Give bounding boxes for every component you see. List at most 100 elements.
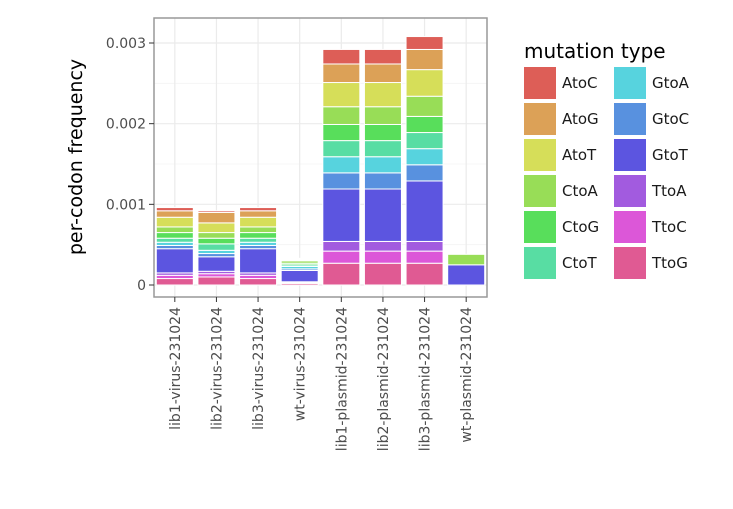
x-tick-label: wt-plasmid-231024	[459, 307, 475, 443]
legend-label-GtoC: GtoC	[652, 110, 689, 128]
bar-segment-GtoT	[280, 269, 319, 283]
x-tick-label: lib1-plasmid-231024	[334, 307, 350, 451]
bar-segment-TtoA	[322, 240, 361, 252]
bar-segment-AtoG	[197, 211, 236, 224]
legend-key-TtoC	[614, 211, 646, 243]
y-axis-title: per-codon frequency	[65, 59, 87, 255]
bar-segment-GtoT	[322, 188, 361, 242]
bar-segment-AtoG	[405, 48, 444, 71]
bar-segment-AtoC	[322, 48, 361, 65]
legend-label-CtoG: CtoG	[562, 218, 599, 236]
y-tick-label: 0	[137, 278, 146, 294]
bar-segment-AtoC	[239, 207, 278, 212]
bar-segment-CtoT	[322, 140, 361, 158]
bar-segment-AtoG	[239, 210, 278, 218]
y-tick-label: 0.003	[106, 36, 146, 52]
bar-segment-TtoC	[405, 250, 444, 264]
bar-segment-GtoT	[197, 256, 236, 272]
bar-segment-AtoC	[363, 48, 402, 65]
bar-segment-TtoG	[363, 262, 402, 286]
legend-label-TtoC: TtoC	[651, 218, 687, 236]
bar-segment-GtoC	[405, 164, 444, 182]
legend-key-AtoG	[524, 103, 556, 135]
x-tick-label: lib1-virus-231024	[168, 307, 184, 430]
bar-segment-AtoC	[155, 207, 194, 212]
legend-key-GtoA	[614, 67, 646, 99]
bar-segment-CtoA	[239, 226, 278, 234]
legend-key-AtoT	[524, 139, 556, 171]
bar-segment-TtoC	[363, 250, 402, 264]
bar-segment-TtoG	[239, 278, 278, 286]
bar-segment-GtoA	[363, 156, 402, 174]
bar-segment-CtoT	[239, 237, 278, 243]
bar-segment-TtoG	[155, 278, 194, 286]
bar-segment-AtoG	[155, 210, 194, 218]
legend-label-CtoA: CtoA	[562, 182, 599, 200]
bars-layer	[155, 36, 486, 286]
bar-segment-TtoG	[405, 262, 444, 286]
x-tick-label: lib2-plasmid-231024	[376, 307, 392, 451]
legend-key-CtoA	[524, 175, 556, 207]
bar-segment-CtoG	[197, 237, 236, 245]
legend-label-CtoT: CtoT	[562, 254, 598, 272]
y-tick-label: 0.001	[106, 197, 146, 213]
plot-panel-border	[153, 17, 488, 298]
legend-label-AtoG: AtoG	[562, 110, 599, 128]
bar-segment-CtoA	[405, 95, 444, 117]
bar-segment-AtoC	[280, 257, 319, 260]
bar-segment-CtoA	[447, 253, 486, 266]
bar-segment-CtoA	[363, 106, 402, 125]
legend-key-GtoC	[614, 103, 646, 135]
bar-segment-AtoC	[197, 210, 236, 213]
bar-segment-GtoT	[447, 264, 486, 286]
bar-segment-CtoG	[322, 123, 361, 142]
x-tick-label: lib3-virus-231024	[251, 307, 267, 430]
bar-segment-AtoT	[405, 69, 444, 97]
legend-key-TtoG	[614, 247, 646, 279]
bar-segment-CtoT	[155, 237, 194, 243]
bar-segment-GtoC	[322, 172, 361, 190]
legend-label-AtoC: AtoC	[562, 74, 598, 92]
x-axis: lib1-virus-231024 lib2-virus-231024 lib3-v…	[168, 297, 475, 451]
bar-segment-AtoT	[155, 216, 194, 228]
bar-segment-GtoT	[363, 188, 402, 242]
bar-segment-GtoT	[239, 248, 278, 274]
x-tick-label: wt-virus-231024	[293, 307, 309, 421]
bar-segment-CtoT	[197, 243, 236, 251]
bar-segment-GtoT	[405, 180, 444, 242]
bar-segment-AtoT	[363, 82, 402, 108]
legend-label-TtoA: TtoA	[651, 182, 687, 200]
legend-label-AtoT: AtoT	[562, 146, 597, 164]
bar-segment-CtoA	[155, 226, 194, 234]
legend-key-CtoT	[524, 247, 556, 279]
bar-segment-CtoG	[239, 232, 278, 239]
legend-label-GtoT: GtoT	[652, 146, 689, 164]
legend-label-TtoG: TtoG	[651, 254, 688, 272]
bar-segment-CtoA	[322, 106, 361, 125]
bar-segment-AtoT	[239, 216, 278, 228]
bar-segment-CtoG	[405, 115, 444, 134]
legend-key-AtoC	[524, 67, 556, 99]
bar-segment-GtoA	[405, 148, 444, 166]
bar-segment-CtoG	[363, 123, 402, 142]
bar-segment-TtoG	[322, 262, 361, 286]
bar-segment-AtoG	[363, 63, 402, 84]
bar-segment-CtoG	[155, 232, 194, 239]
x-tick-label: lib3-plasmid-231024	[418, 307, 434, 451]
legend-key-GtoT	[614, 139, 646, 171]
legend-key-TtoA	[614, 175, 646, 207]
bar-segment-TtoA	[405, 240, 444, 252]
bar-segment-AtoC	[405, 36, 444, 50]
x-tick-label: lib2-virus-231024	[209, 307, 225, 430]
bar-segment-AtoT	[322, 82, 361, 108]
y-tick-label: 0.002	[106, 117, 146, 133]
bar-segment-GtoC	[363, 172, 402, 190]
bar-segment-TtoA	[363, 240, 402, 252]
bar-segment-CtoT	[405, 132, 444, 150]
legend-key-CtoG	[524, 211, 556, 243]
y-axis: 0 0.001 0.002 0.003	[106, 36, 154, 294]
legend-title: mutation type	[524, 39, 666, 63]
bar-segment-AtoT	[197, 222, 236, 234]
